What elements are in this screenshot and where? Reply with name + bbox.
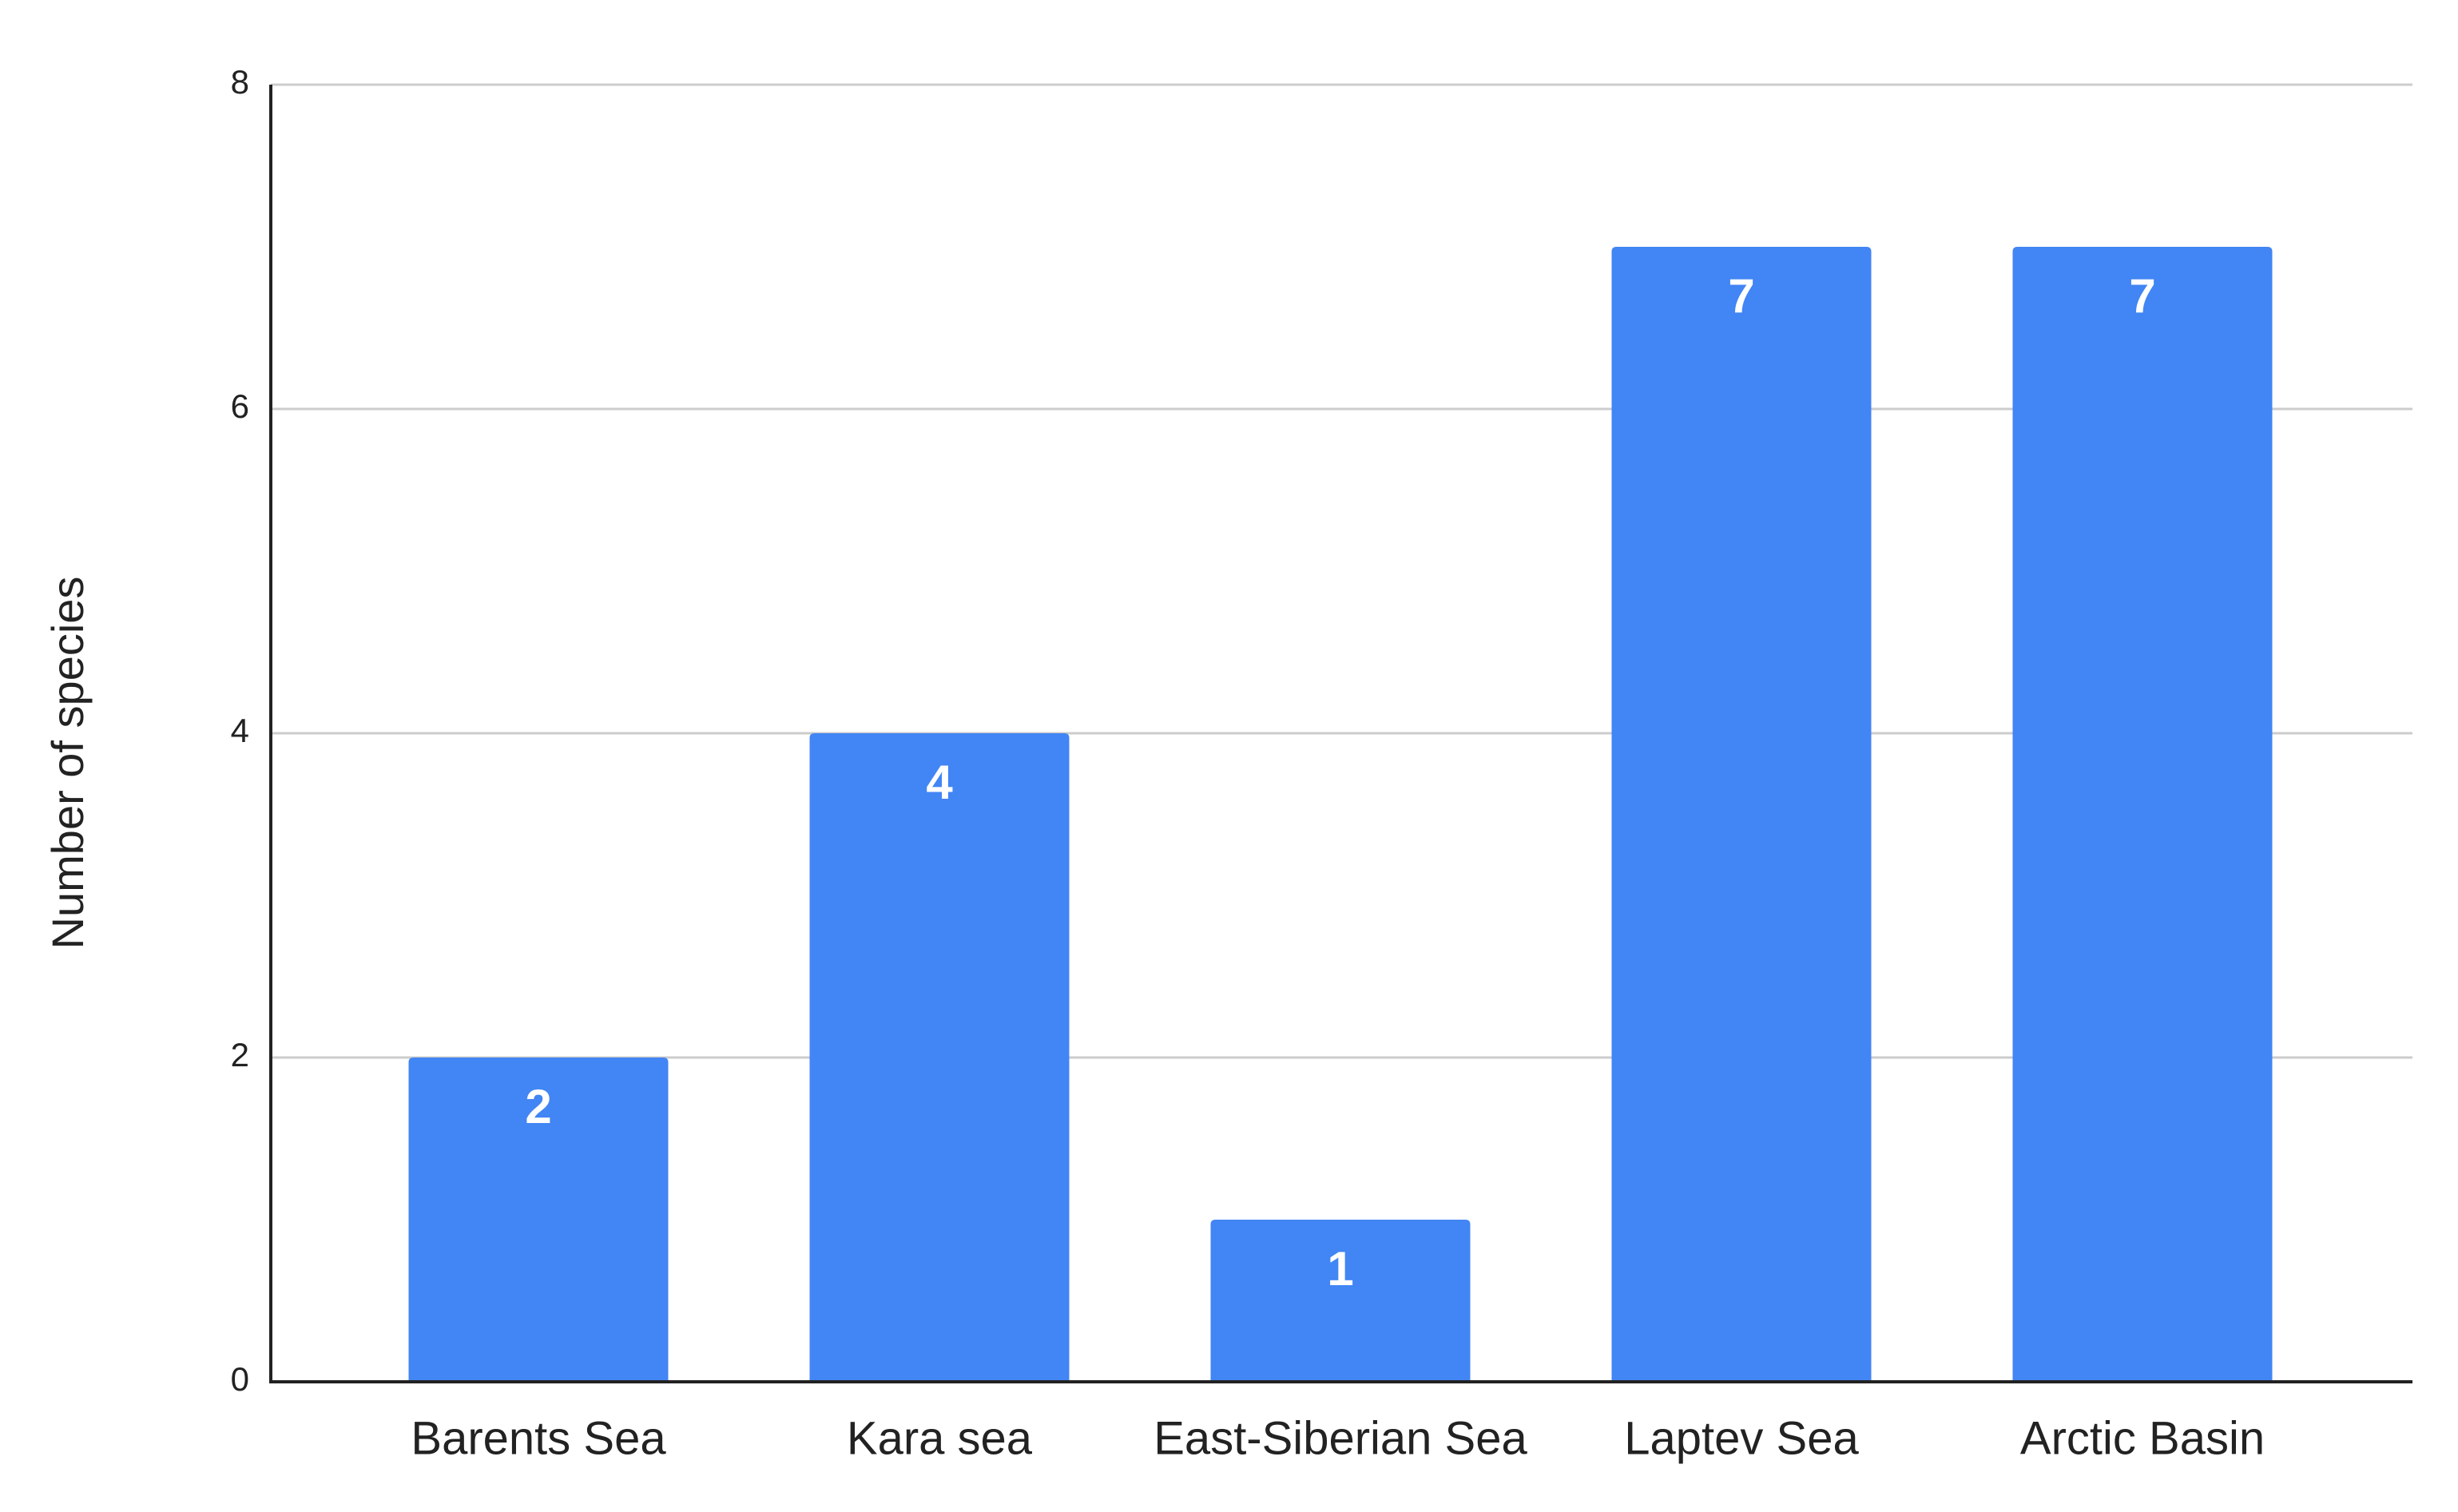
bar	[2012, 247, 2273, 1382]
x-tick-label: Arctic Basin	[2020, 1412, 2265, 1464]
y-tick-label: 6	[231, 387, 249, 425]
value-label: 4	[926, 756, 953, 809]
bar	[809, 733, 1070, 1382]
value-label: 7	[1728, 269, 1754, 323]
x-tick-label: Barents Sea	[411, 1412, 666, 1464]
value-label: 1	[1327, 1242, 1353, 1296]
x-tick-label: East-Siberian Sea	[1154, 1412, 1527, 1464]
value-label: 7	[2129, 269, 2155, 323]
value-label: 2	[525, 1080, 551, 1133]
x-tick-label: Laptev Sea	[1624, 1412, 1859, 1464]
bar	[1611, 247, 1872, 1382]
bar	[408, 1058, 669, 1382]
y-tick-label: 4	[231, 712, 249, 749]
y-tick-label: 8	[231, 63, 249, 101]
y-tick-label: 2	[231, 1036, 249, 1073]
y-axis-title: Number of species	[42, 577, 93, 950]
y-tick-label: 0	[231, 1360, 249, 1398]
x-tick-label: Kara sea	[847, 1412, 1033, 1464]
bar	[1210, 1220, 1471, 1382]
